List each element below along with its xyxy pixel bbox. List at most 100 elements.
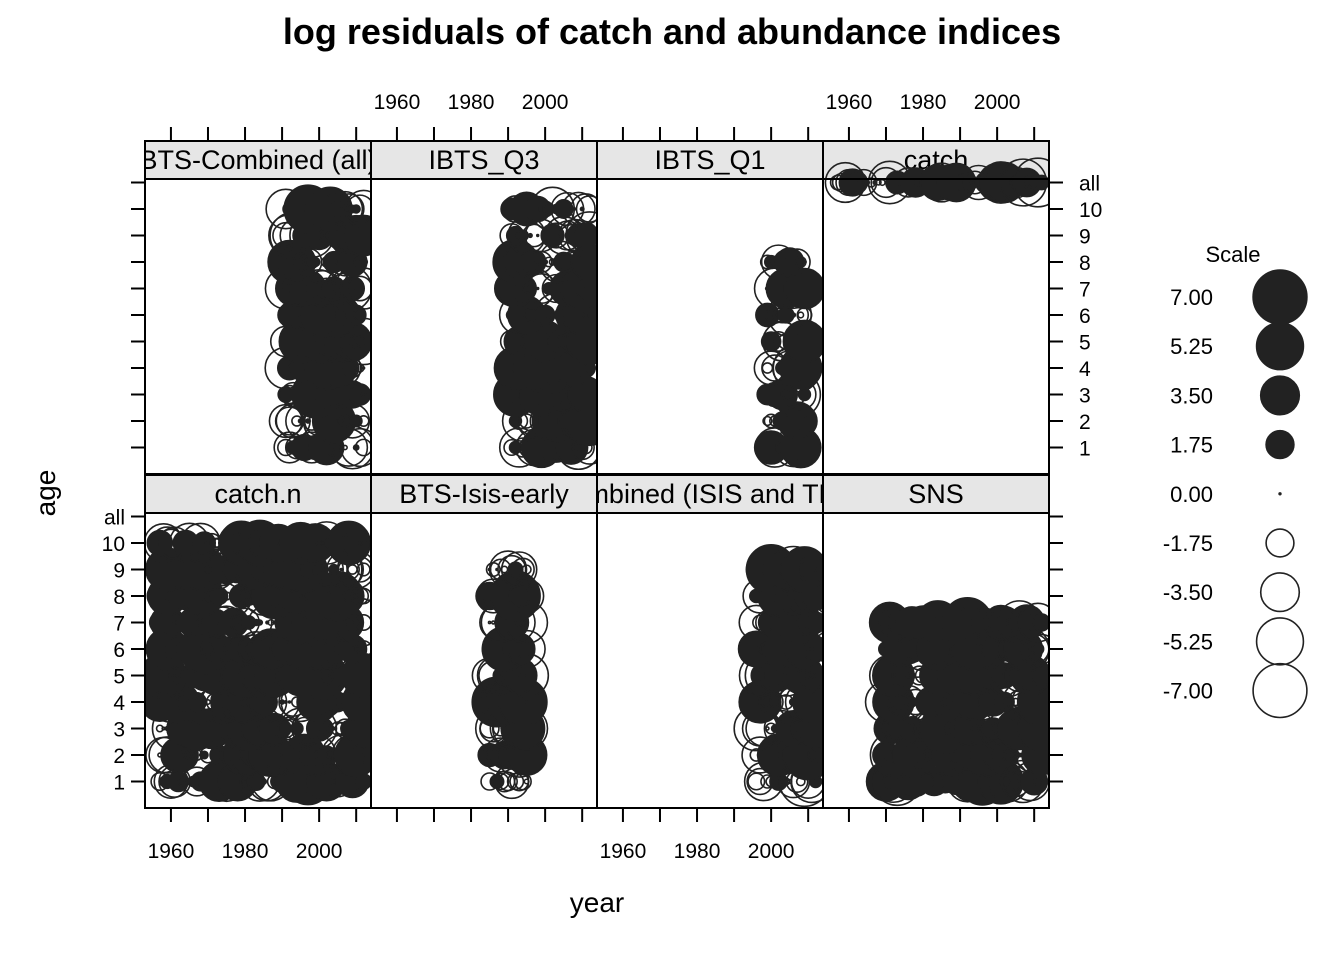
residual-bubble: [272, 700, 277, 704]
bubble-group: [824, 157, 1049, 208]
bubble-group: [471, 550, 550, 800]
residual-bubble: [328, 673, 333, 678]
y-tick-label: 9: [1079, 226, 1091, 249]
residual-bubble: [359, 257, 369, 267]
residual-bubble: [1026, 633, 1049, 665]
y-tick-label: 7: [113, 613, 125, 636]
residual-bubble: [339, 567, 344, 572]
residual-bubble: [813, 567, 818, 572]
residual-bubble: [344, 189, 371, 229]
residual-bubble: [351, 204, 361, 214]
y-tick-label: 6: [113, 639, 125, 662]
residual-bubble: [570, 193, 597, 225]
residual-bubble: [361, 366, 366, 370]
x-tick-label: 2000: [296, 840, 343, 863]
residual-bubble: [242, 778, 248, 785]
residual-bubble: [508, 578, 545, 614]
y-tick-label: 5: [113, 666, 125, 689]
residual-bubble: [355, 614, 371, 631]
residual-bubble: [573, 207, 577, 211]
x-tick-label: 1980: [222, 840, 269, 863]
y-tick-label: 4: [1079, 358, 1091, 381]
residual-bubble: [287, 700, 292, 704]
residual-bubble: [361, 312, 367, 318]
panel: catch: [822, 140, 1050, 475]
residual-bubble: [510, 557, 535, 582]
residual-bubble: [782, 319, 823, 364]
panel-strip-label: BTS-Combined (all): [139, 145, 376, 175]
residual-bubble: [536, 286, 540, 291]
residual-bubble: [783, 267, 823, 310]
residual-bubble: [354, 335, 366, 348]
panel-strip-label: catch.n: [214, 479, 301, 509]
residual-bubble: [199, 750, 209, 760]
panel-strip-label: BTS-Combined (ISIS and TRIDENS): [490, 479, 929, 509]
y-tick-label: 10: [1079, 199, 1102, 222]
residual-bubble: [310, 256, 321, 268]
panel: BTS-Isis-early: [370, 474, 598, 809]
residual-bubble: [799, 561, 817, 578]
residual-bubble: [1017, 602, 1049, 643]
x-axes: 1960 1980 2000 1960 1980 2000 1960 1980 2000 1960…: [148, 91, 1036, 863]
residual-bubble: [790, 312, 797, 318]
residual-bubble: [572, 222, 597, 249]
residual-bubble: [357, 414, 370, 428]
legend-bubble: [1252, 662, 1308, 719]
residual-bubble: [321, 541, 325, 545]
y-tick-label: 5: [1079, 332, 1091, 355]
residual-bubble: [895, 673, 900, 678]
residual-bubble: [283, 699, 288, 705]
y-tick-label: 4: [113, 692, 125, 715]
x-tick-label: 1960: [826, 91, 873, 114]
panel: SNS: [822, 474, 1050, 809]
legend-bubble: [1252, 269, 1308, 325]
residual-bubble: [326, 190, 364, 228]
legend-bubble: [1259, 375, 1301, 416]
residual-bubble: [536, 233, 540, 238]
residual-bubble: [332, 193, 365, 225]
x-tick-label: 2000: [522, 91, 569, 114]
residual-bubble: [355, 587, 371, 605]
panel-frame: [822, 140, 1050, 475]
residual-bubble: [781, 777, 791, 786]
y-axis-label: age: [30, 470, 61, 517]
residual-bubble: [521, 564, 532, 575]
y-tick-label: 1: [1079, 438, 1091, 461]
bubble-group: [733, 544, 823, 808]
residual-bubble: [342, 444, 348, 451]
legend-label: 7.00: [1170, 285, 1213, 310]
residual-bubble: [783, 248, 811, 276]
panel-strip: [823, 475, 1049, 513]
panel-strip: [597, 475, 823, 513]
residual-bubble: [491, 620, 496, 625]
residual-bubble: [910, 673, 914, 678]
residual-bubble: [172, 673, 177, 678]
y-tick-label: 3: [1079, 385, 1091, 408]
x-tick-label: 1960: [148, 840, 195, 863]
residual-bubble: [344, 618, 353, 627]
x-tick-label: 1960: [600, 840, 647, 863]
residual-bubble: [561, 191, 596, 227]
legend-bubble: [1278, 492, 1282, 496]
residual-bubble: [783, 388, 796, 401]
y-axes: 1 1 2 2 3 3 4 4 5 5 6 6 7 7 8 8 9 9 10 10 all all: [102, 173, 1103, 795]
x-tick-label: 1980: [900, 91, 947, 114]
y-tick-label: 6: [1079, 305, 1091, 328]
residual-bubble: [201, 642, 215, 656]
legend-label: -1.75: [1163, 531, 1213, 556]
residual-bubble: [969, 180, 973, 185]
residual-bubble: [498, 771, 518, 792]
x-axis-label: year: [570, 887, 624, 918]
residual-bubble: [762, 415, 773, 427]
legend-label: 5.25: [1170, 334, 1213, 359]
residual-bubble: [356, 562, 371, 577]
residual-bubble: [587, 313, 592, 317]
residual-bubble: [773, 339, 777, 344]
residual-bubble: [497, 554, 527, 585]
residual-bubble: [523, 778, 530, 785]
residual-bubble: [488, 550, 528, 589]
y-tick-label: all: [104, 507, 125, 530]
residual-bubble: [527, 232, 533, 239]
